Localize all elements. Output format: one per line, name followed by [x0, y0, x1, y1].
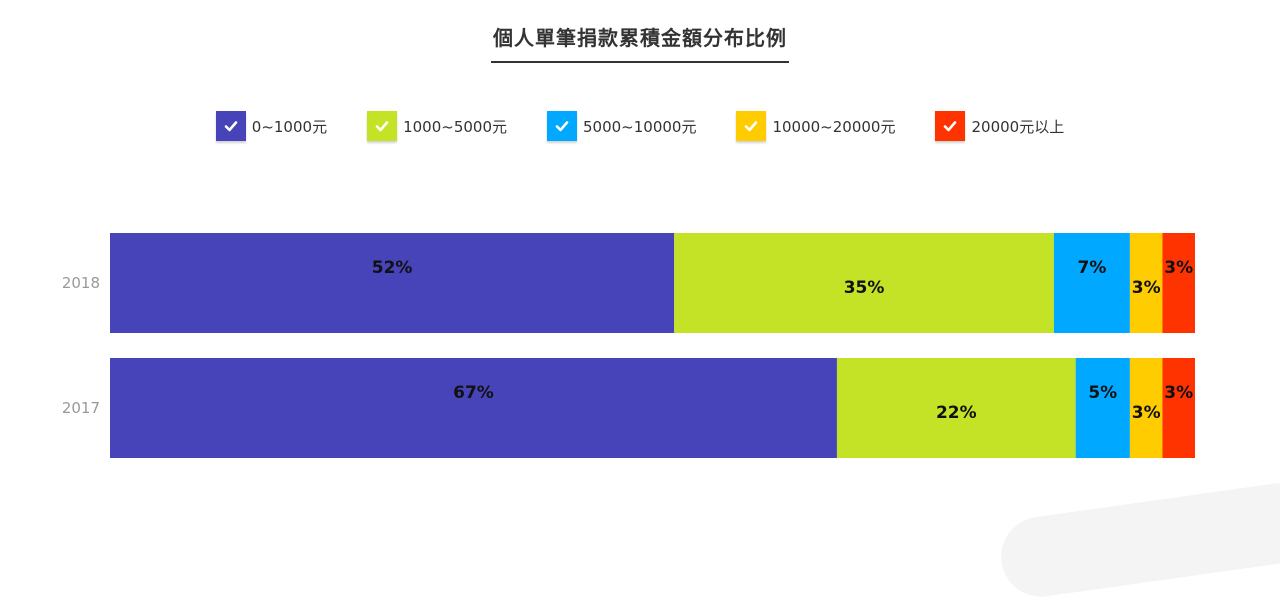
legend-label: 1000~5000元	[403, 117, 507, 136]
y-tick-label: 2018	[62, 274, 100, 292]
data-label: 3%	[1164, 383, 1193, 403]
data-label: 5%	[1088, 383, 1117, 403]
legend-checkbox[interactable]	[935, 111, 966, 141]
legend-item-4[interactable]: 20000元以上	[935, 111, 1064, 141]
chart-legend: 0~1000元 1000~5000元 5000~10000元 10000~20000元…	[0, 111, 1280, 141]
data-label: 67%	[453, 383, 494, 403]
legend-item-1[interactable]: 1000~5000元	[367, 111, 507, 141]
check-icon	[555, 121, 569, 132]
bar-segment[interactable]	[1129, 358, 1163, 458]
title-container: 個人單筆捐款累積金額分布比例	[0, 18, 1280, 63]
legend-label: 0~1000元	[251, 117, 328, 136]
bar-segment[interactable]	[1075, 358, 1130, 458]
data-label: 3%	[1164, 258, 1193, 278]
data-label: 7%	[1077, 258, 1106, 278]
bar-segment[interactable]	[674, 233, 1054, 333]
legend-label: 5000~10000元	[583, 117, 697, 136]
check-icon	[224, 121, 238, 132]
bar-segment[interactable]	[1053, 233, 1130, 333]
check-icon	[375, 121, 389, 132]
data-label: 3%	[1132, 403, 1161, 423]
legend-checkbox[interactable]	[736, 111, 767, 141]
bar-segment[interactable]	[110, 358, 837, 458]
legend-label: 20000元以上	[971, 117, 1065, 136]
bar-segment[interactable]	[1162, 358, 1195, 458]
legend-checkbox[interactable]	[547, 111, 577, 141]
data-label: 35%	[844, 278, 885, 298]
data-label: 52%	[372, 258, 413, 278]
legend-item-0[interactable]: 0~1000元	[215, 111, 328, 141]
data-label: 3%	[1132, 278, 1161, 298]
check-icon	[745, 121, 758, 132]
bar-segment[interactable]	[1129, 233, 1163, 333]
legend-item-2[interactable]: 5000~10000元	[547, 111, 696, 141]
legend-item-3[interactable]: 10000~20000元	[736, 111, 895, 141]
bar-segment[interactable]	[1162, 233, 1195, 333]
data-label: 22%	[936, 403, 977, 423]
y-tick-label: 2017	[62, 399, 100, 417]
legend-checkbox[interactable]	[367, 111, 398, 141]
bar-segment[interactable]	[110, 233, 675, 333]
check-icon	[944, 121, 957, 132]
bar-segment[interactable]	[836, 358, 1076, 458]
chart-title: 個人單筆捐款累積金額分布比例	[491, 18, 789, 63]
legend-checkbox[interactable]	[215, 111, 246, 141]
legend-label: 10000~20000元	[772, 117, 896, 136]
